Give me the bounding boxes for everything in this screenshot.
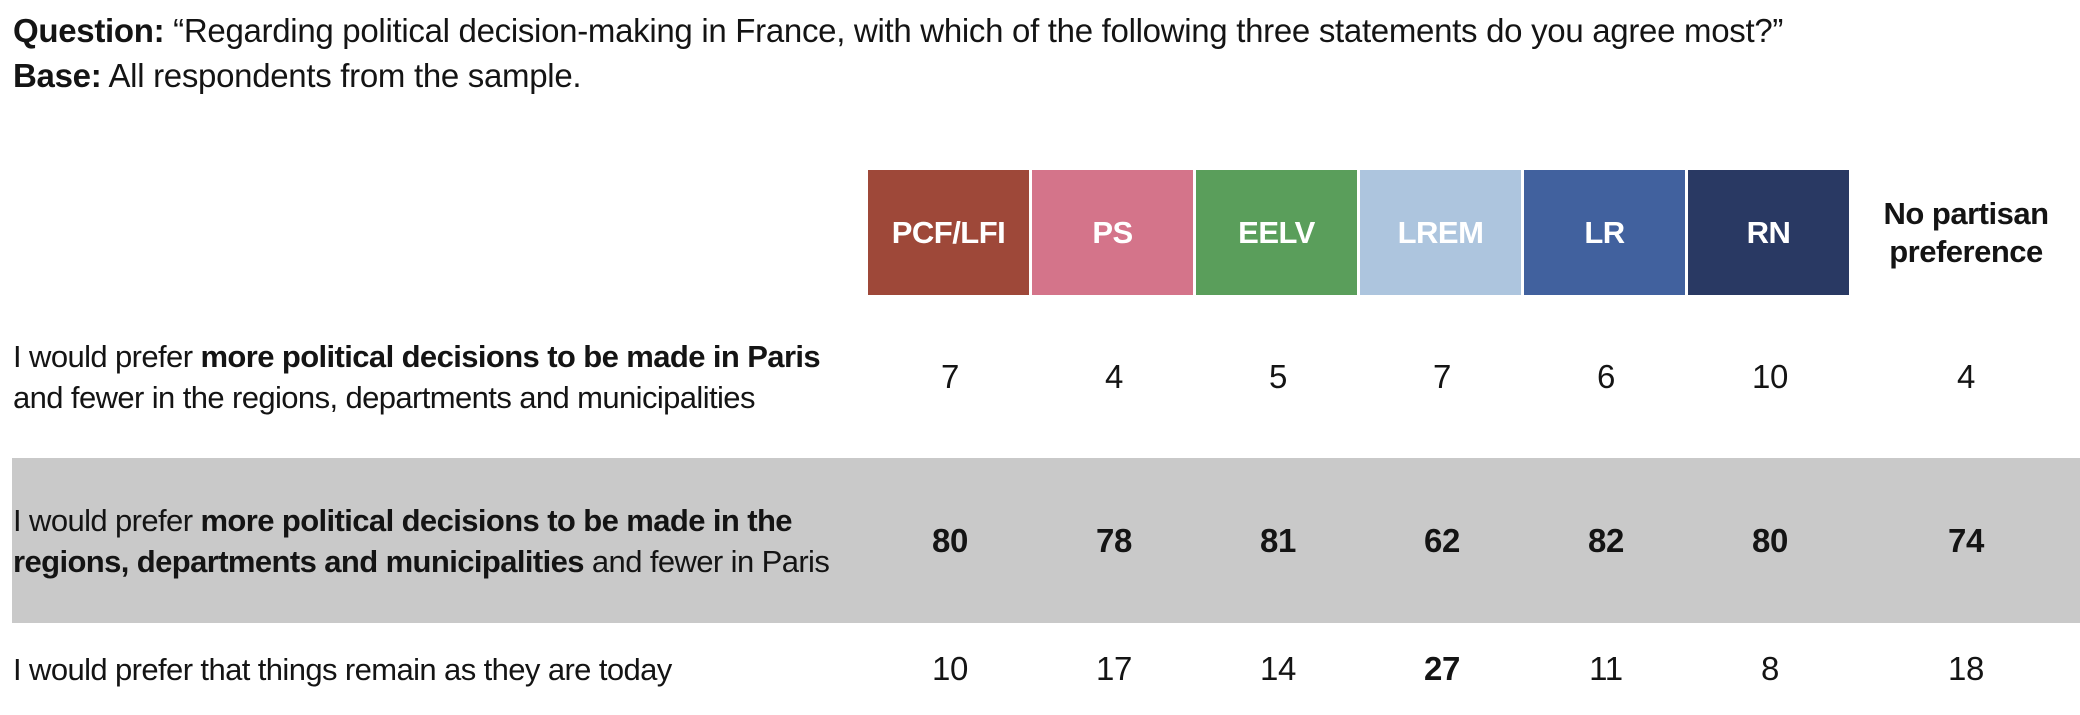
base-label: Base:	[13, 57, 102, 94]
question-label: Question:	[13, 12, 165, 49]
column-header-label: PCF/LFI	[891, 214, 1006, 250]
base-line: Base: All respondents from the sample.	[13, 53, 2080, 98]
value-cell: 62	[1423, 521, 1461, 559]
column-header-no-partisan-preference: No partisan preference	[1852, 170, 2080, 295]
question-text: “Regarding political decision-making in …	[173, 12, 1784, 49]
column-header-label: RN	[1746, 214, 1791, 250]
column-header-lr: LR	[1524, 170, 1685, 295]
table-row-more-decisions-regions: I would prefer more political decisions …	[12, 458, 2080, 623]
value-cell: 11	[1589, 650, 1623, 687]
value-cell: 80	[1751, 521, 1789, 559]
value-cell: 10	[931, 650, 969, 687]
column-header-label: LR	[1584, 214, 1625, 250]
column-header-label: LREM	[1397, 214, 1484, 250]
table-row-remain-as-today: I would prefer that things remain as the…	[0, 623, 2080, 715]
value-cell: 27	[1423, 650, 1461, 687]
value-cell: 17	[1095, 650, 1133, 687]
value-cell: 8	[1760, 650, 1780, 687]
value-cell: 18	[1947, 650, 1985, 687]
value-cell: 74	[1947, 521, 1985, 559]
value-cell: 4	[1104, 357, 1124, 395]
value-cell: 4	[1956, 357, 1976, 395]
column-header-pcf-lfi: PCF/LFI	[868, 170, 1029, 295]
statement-text: I would prefer that things remain as the…	[13, 651, 672, 687]
column-header-label: EELV	[1238, 214, 1315, 250]
value-cell: 6	[1596, 357, 1616, 395]
value-cell: 82	[1587, 521, 1625, 559]
value-cell: 5	[1268, 357, 1288, 395]
table-header-row: PCF/LFI PS EELV LREM LR RN No partisan p…	[0, 170, 2080, 295]
column-header-eelv: EELV	[1196, 170, 1357, 295]
column-header-lrem: LREM	[1360, 170, 1521, 295]
question-line: Question: “Regarding political decision-…	[13, 8, 2080, 53]
value-cell: 80	[931, 521, 969, 559]
statement-cell-regions: I would prefer more political decisions …	[12, 458, 868, 623]
column-header-label: PS	[1092, 214, 1133, 250]
figure-caption: Question: “Regarding political decision-…	[0, 0, 2080, 98]
statement-cell-paris: I would prefer more political decisions …	[0, 295, 868, 458]
value-cell: 10	[1751, 357, 1789, 395]
column-header-ps: PS	[1032, 170, 1193, 295]
column-header-label: No partisan preference	[1883, 195, 2049, 269]
value-cell: 78	[1095, 521, 1133, 559]
column-header-rn: RN	[1688, 170, 1849, 295]
value-cell: 81	[1259, 521, 1297, 559]
statement-text: I would prefer more political decisions …	[13, 338, 821, 415]
value-cell: 7	[940, 357, 960, 395]
table-row-more-decisions-paris: I would prefer more political decisions …	[0, 295, 2080, 458]
value-cell: 14	[1259, 650, 1297, 687]
statement-cell-status-quo: I would prefer that things remain as the…	[0, 623, 868, 715]
statement-text: I would prefer more political decisions …	[13, 502, 830, 579]
value-cell: 7	[1432, 357, 1452, 395]
header-spacer	[0, 170, 868, 295]
base-text: All respondents from the sample.	[108, 57, 582, 94]
